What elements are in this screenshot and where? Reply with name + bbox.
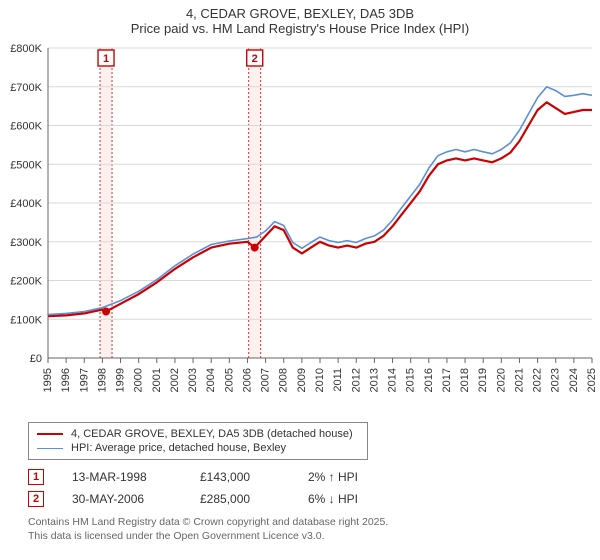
svg-text:£100K: £100K xyxy=(10,314,42,326)
svg-text:2005: 2005 xyxy=(223,368,235,392)
sale-change: 6% ↓ HPI xyxy=(308,492,398,506)
sale-date: 13-MAR-1998 xyxy=(72,470,172,484)
title-subtitle: Price paid vs. HM Land Registry's House … xyxy=(0,21,600,36)
svg-text:£700K: £700K xyxy=(10,82,42,94)
svg-text:£800K: £800K xyxy=(10,43,42,55)
svg-text:2016: 2016 xyxy=(423,368,435,392)
svg-text:2: 2 xyxy=(252,53,258,65)
svg-text:£400K: £400K xyxy=(10,198,42,210)
svg-text:1995: 1995 xyxy=(42,368,54,392)
svg-text:2025: 2025 xyxy=(586,368,598,392)
svg-text:2008: 2008 xyxy=(278,368,290,392)
svg-text:2006: 2006 xyxy=(241,368,253,392)
sale-badge: 2 xyxy=(28,491,44,507)
sale-date: 30-MAY-2006 xyxy=(72,492,172,506)
legend-item: HPI: Average price, detached house, Bexl… xyxy=(37,441,359,455)
legend-label: 4, CEDAR GROVE, BEXLEY, DA5 3DB (detache… xyxy=(71,428,353,440)
svg-text:2002: 2002 xyxy=(169,368,181,392)
svg-text:1998: 1998 xyxy=(96,368,108,392)
legend-item: 4, CEDAR GROVE, BEXLEY, DA5 3DB (detache… xyxy=(37,427,359,441)
legend-swatch xyxy=(37,448,63,449)
svg-text:2018: 2018 xyxy=(459,368,471,392)
svg-text:2022: 2022 xyxy=(532,368,544,392)
legend-box: 4, CEDAR GROVE, BEXLEY, DA5 3DB (detache… xyxy=(28,422,368,460)
line-chart-svg: £0 £100K £200K £300K £400K £500K £600K £700K £80… xyxy=(0,38,600,418)
svg-text:2004: 2004 xyxy=(205,368,217,392)
title-address: 4, CEDAR GROVE, BEXLEY, DA5 3DB xyxy=(0,6,600,21)
svg-text:2015: 2015 xyxy=(405,368,417,392)
sale-badge: 1 xyxy=(28,469,44,485)
svg-text:2024: 2024 xyxy=(568,368,580,392)
footer-line: Contains HM Land Registry data © Crown c… xyxy=(28,516,592,530)
svg-text:£600K: £600K xyxy=(10,121,42,133)
svg-text:2011: 2011 xyxy=(332,368,344,392)
legend-swatch xyxy=(37,433,63,435)
svg-text:2023: 2023 xyxy=(550,368,562,392)
svg-text:2014: 2014 xyxy=(387,368,399,392)
svg-text:2019: 2019 xyxy=(477,368,489,392)
chart-container: 4, CEDAR GROVE, BEXLEY, DA5 3DB Price pa… xyxy=(0,0,600,560)
svg-text:£0: £0 xyxy=(30,353,42,365)
legend-label: HPI: Average price, detached house, Bexl… xyxy=(71,442,286,454)
sale-row: 2 30-MAY-2006 £285,000 6% ↓ HPI xyxy=(28,488,592,510)
svg-text:1996: 1996 xyxy=(60,368,72,392)
svg-text:£500K: £500K xyxy=(10,159,42,171)
svg-text:£300K: £300K xyxy=(10,237,42,249)
svg-text:2007: 2007 xyxy=(260,368,272,392)
footer-line: This data is licensed under the Open Gov… xyxy=(28,530,592,544)
svg-text:2017: 2017 xyxy=(441,368,453,392)
svg-text:2000: 2000 xyxy=(133,368,145,392)
sale-price: £143,000 xyxy=(200,470,280,484)
sales-list: 1 13-MAR-1998 £143,000 2% ↑ HPI 2 30-MAY… xyxy=(28,466,592,510)
svg-text:2003: 2003 xyxy=(187,368,199,392)
footer-attribution: Contains HM Land Registry data © Crown c… xyxy=(28,516,592,543)
chart-plot-area: £0 £100K £200K £300K £400K £500K £600K £700K £80… xyxy=(0,38,600,418)
svg-text:1999: 1999 xyxy=(115,368,127,392)
svg-text:1: 1 xyxy=(103,53,109,65)
sale-price: £285,000 xyxy=(200,492,280,506)
svg-text:2001: 2001 xyxy=(151,368,163,392)
svg-text:2020: 2020 xyxy=(495,368,507,392)
sale-row: 1 13-MAR-1998 £143,000 2% ↑ HPI xyxy=(28,466,592,488)
svg-text:2010: 2010 xyxy=(314,368,326,392)
svg-text:2009: 2009 xyxy=(296,368,308,392)
svg-text:£200K: £200K xyxy=(10,276,42,288)
svg-text:2012: 2012 xyxy=(350,368,362,392)
svg-text:1997: 1997 xyxy=(78,368,90,392)
svg-text:2021: 2021 xyxy=(513,368,525,392)
chart-title-block: 4, CEDAR GROVE, BEXLEY, DA5 3DB Price pa… xyxy=(0,0,600,38)
sale-change: 2% ↑ HPI xyxy=(308,470,398,484)
svg-text:2013: 2013 xyxy=(368,368,380,392)
